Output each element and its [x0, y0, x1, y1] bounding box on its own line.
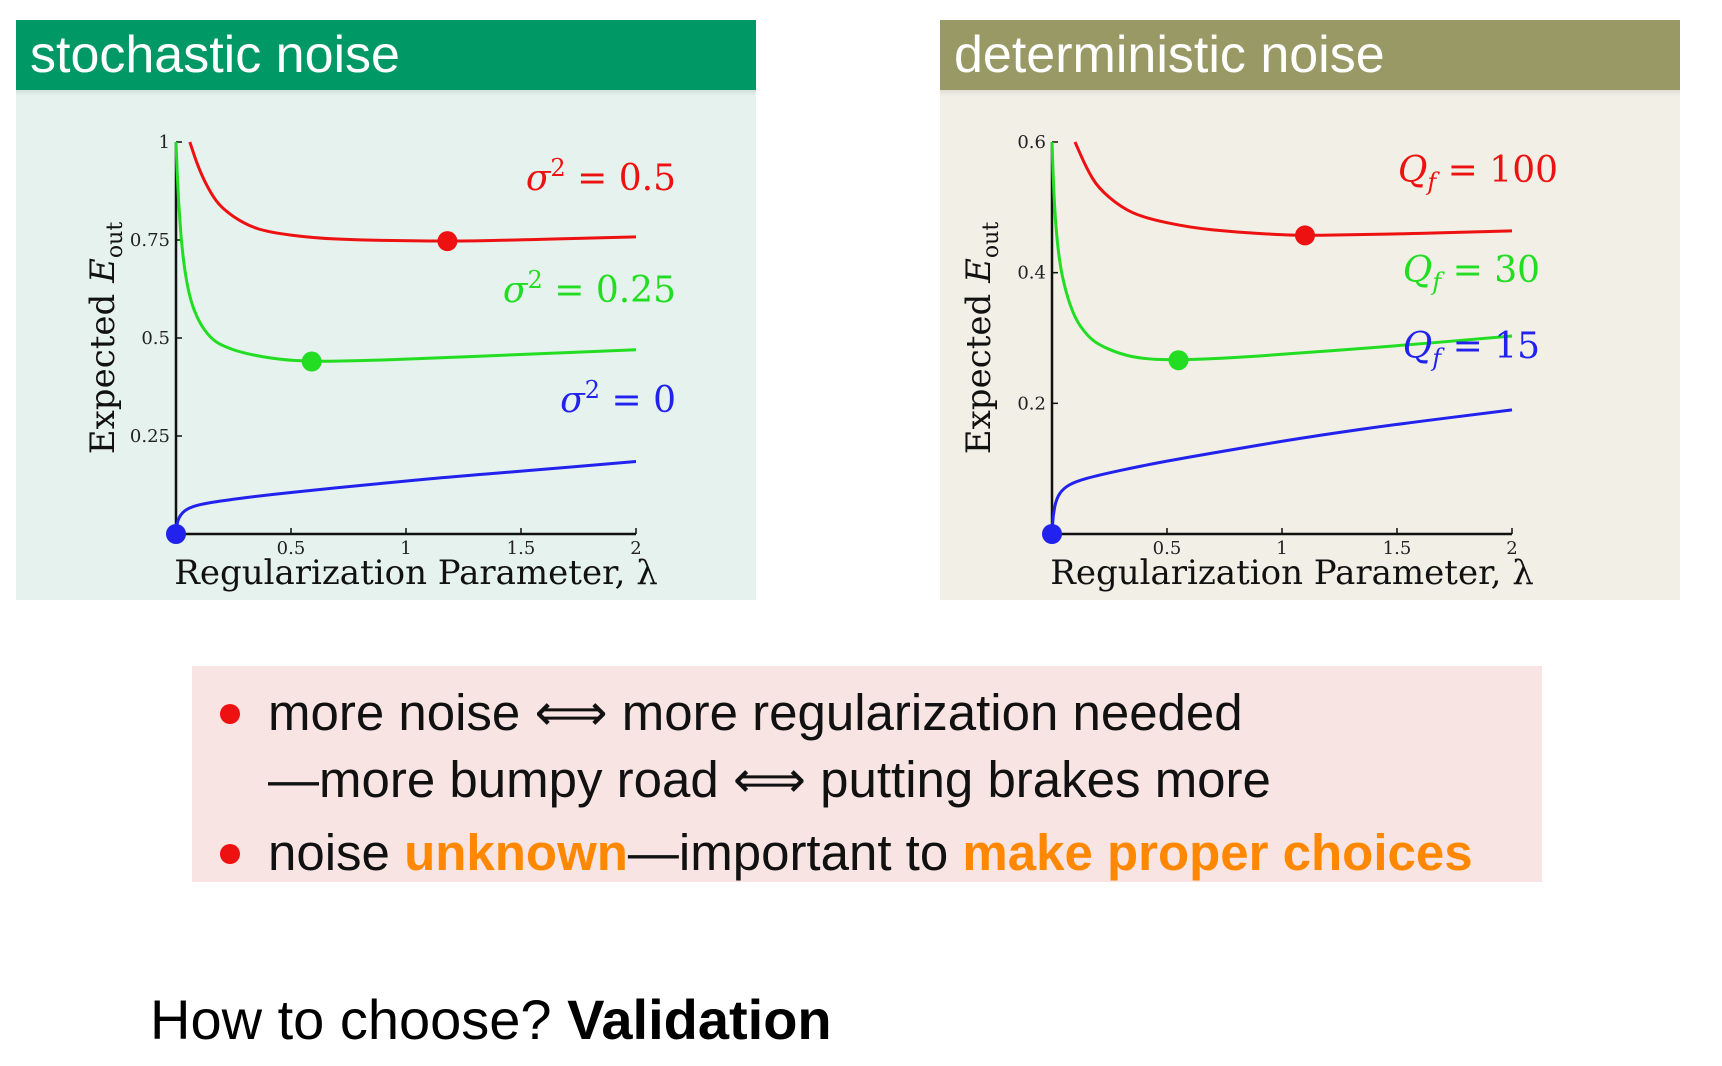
optimum-point — [301, 351, 322, 372]
optimum-point — [1042, 524, 1062, 544]
series-line — [1050, 141, 1513, 362]
summary-text: noise — [268, 824, 405, 881]
bullet-icon — [220, 704, 240, 724]
x-tick-label: 1.5 — [1383, 538, 1412, 559]
series-line — [1073, 141, 1513, 237]
x-tick-label: 0.5 — [1153, 538, 1182, 559]
series-line — [1050, 408, 1513, 535]
series-line — [174, 459, 637, 535]
summary-text: —more bumpy road — [268, 751, 733, 808]
summary-text: more noise — [268, 684, 535, 741]
summary-text: —important to — [627, 824, 963, 881]
y-tick-label: 0.75 — [130, 230, 170, 251]
series-label: σ2 = 0.5 — [526, 154, 676, 199]
summary-text: putting brakes more — [805, 751, 1271, 808]
highlight-unknown: unknown — [404, 824, 628, 881]
x-tick-label: 1 — [400, 538, 411, 559]
series-label: Qf = 100 — [1398, 150, 1558, 196]
x-tick-label: 2 — [630, 538, 641, 559]
optimum-point — [166, 524, 186, 544]
series-label: Qf = 30 — [1403, 250, 1540, 296]
x-tick-label: 0.5 — [277, 538, 306, 559]
footer-question: How to choose? Validation — [150, 990, 832, 1050]
series-line — [174, 141, 637, 363]
panel-title: stochastic noise — [16, 20, 756, 96]
summary-line-1: more noise ⟺ more regularization needed — [268, 680, 1243, 746]
y-tick-label: 0.6 — [1017, 132, 1046, 153]
y-axis-label: Expected Eout — [83, 222, 128, 455]
double-arrow-icon: ⟺ — [534, 684, 608, 741]
bullet-icon — [220, 844, 240, 864]
x-tick-label: 2 — [1506, 538, 1517, 559]
footer-question-text: How to choose? — [150, 988, 568, 1051]
optimum-point — [437, 231, 458, 252]
summary-box: more noise ⟺ more regularization needed … — [192, 666, 1542, 882]
deterministic-noise-chart: 0.5 1 1.5 2 0.2 0.4 0.6 Regularization Paramete… — [959, 132, 1558, 593]
series-label: σ2 = 0 — [560, 376, 676, 421]
double-arrow-icon: ⟺ — [732, 751, 806, 808]
summary-line-2: —more bumpy road ⟺ putting brakes more — [268, 747, 1271, 813]
optimum-point — [1168, 350, 1189, 371]
y-tick-label: 0.4 — [1017, 263, 1046, 284]
deterministic-noise-panel: deterministic noise 0.5 1 1.5 2 0.2 0.4 0.6 Reg… — [940, 20, 1680, 600]
stochastic-noise-panel: stochastic noise 0.5 1 1.5 2 0.25 0.5 0.75 1 Reg… — [16, 20, 756, 600]
x-tick-label: 1.5 — [507, 538, 536, 559]
optimum-point — [1295, 225, 1315, 246]
y-tick-label: 0.2 — [1017, 393, 1046, 414]
highlight-make-proper-choices: make proper choices — [962, 824, 1473, 881]
y-axis-label: Expected Eout — [959, 222, 1004, 455]
x-axis-label: Regularization Parameter, λ — [1050, 553, 1534, 593]
y-tick-label: 1 — [159, 132, 170, 153]
series-label: σ2 = 0.25 — [503, 266, 676, 311]
x-axis-label: Regularization Parameter, λ — [174, 553, 658, 593]
y-tick-label: 0.5 — [141, 328, 170, 349]
x-tick-label: 1 — [1276, 538, 1287, 559]
summary-text: more regularization needed — [607, 684, 1243, 741]
y-tick-label: 0.25 — [130, 426, 170, 447]
series-label: Qf = 15 — [1403, 326, 1540, 372]
panel-title: deterministic noise — [940, 20, 1680, 96]
footer-answer: Validation — [567, 988, 832, 1051]
summary-line-3: noise unknown—important to make proper c… — [268, 820, 1473, 886]
